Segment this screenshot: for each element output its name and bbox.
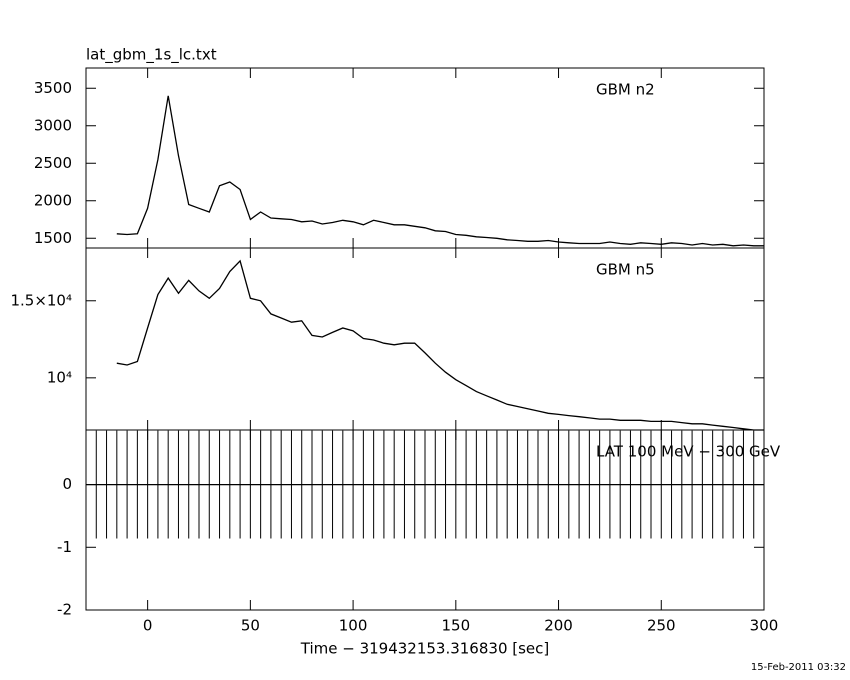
y-tick-label: -1 [57, 538, 72, 556]
panel-label: GBM n2 [596, 81, 655, 99]
panel-label: GBM n5 [596, 261, 655, 279]
x-tick-label: 200 [544, 617, 573, 635]
y-tick-label: 0 [62, 475, 72, 493]
y-tick-label: 3000 [34, 116, 72, 134]
y-tick-label: 1500 [34, 229, 72, 247]
panel-label: LAT 100 MeV − 300 GeV [596, 443, 781, 461]
y-tick-label: 2500 [34, 154, 72, 172]
y-tick-label: 1.5×10⁴ [10, 291, 72, 309]
x-axis-label: Time − 319432153.316830 [sec] [300, 640, 550, 658]
x-tick-label: 250 [647, 617, 676, 635]
timestamp: 15-Feb-2011 03:32 [751, 662, 846, 673]
plot-frame [85, 67, 765, 249]
x-tick-label: 150 [441, 617, 470, 635]
x-tick-label: 100 [339, 617, 368, 635]
y-tick-label: 10⁴ [47, 368, 72, 386]
y-tick-label: -2 [57, 601, 72, 619]
x-tick-label: 300 [750, 617, 779, 635]
y-tick-label: 2000 [34, 191, 72, 209]
chart-title: lat_gbm_1s_lc.txt [86, 46, 217, 65]
x-tick-label: 0 [143, 617, 153, 635]
y-tick-label: 3500 [34, 79, 72, 97]
x-tick-label: 50 [241, 617, 260, 635]
plot-frame [85, 247, 765, 431]
data-line [116, 259, 764, 431]
data-line [116, 95, 764, 247]
